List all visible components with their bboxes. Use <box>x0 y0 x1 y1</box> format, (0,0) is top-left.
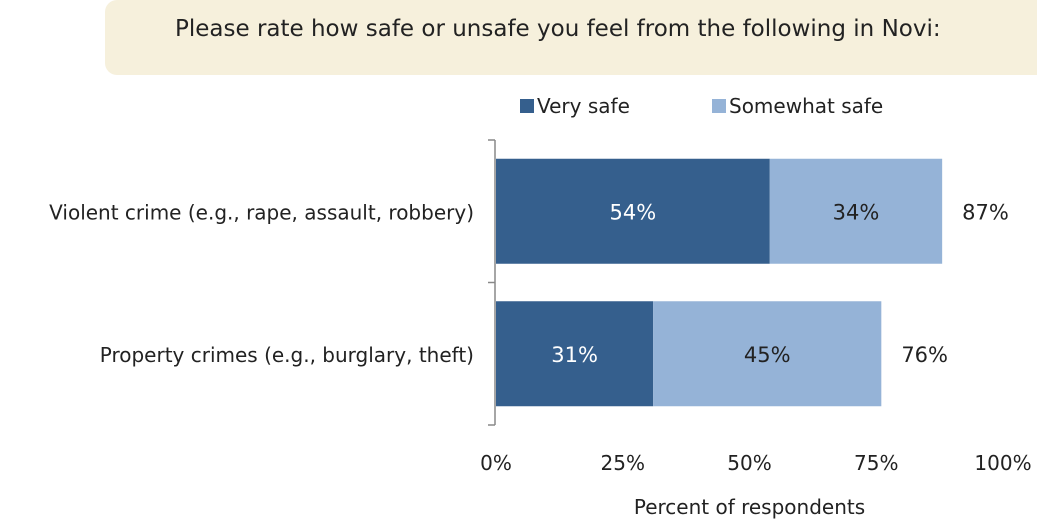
bar-very-safe <box>496 301 654 407</box>
chart-title: Please rate how safe or unsafe you feel … <box>175 16 941 42</box>
legend-swatch <box>712 99 726 113</box>
legend-label: Somewhat safe <box>729 94 883 118</box>
x-tick-label: 100% <box>974 451 1031 475</box>
bar-total-label: 76% <box>901 343 948 367</box>
x-axis-title: Percent of respondents <box>634 495 865 519</box>
category-label: Violent crime (e.g., rape, assault, robb… <box>49 200 474 224</box>
x-tick-label: 75% <box>854 451 898 475</box>
bar-value-label: 45% <box>744 343 791 367</box>
bar-value-label: 54% <box>610 200 657 224</box>
legend-swatch <box>520 99 534 113</box>
bar-somewhat-safe <box>769 158 943 264</box>
category-label: Property crimes (e.g., burglary, theft) <box>100 343 474 367</box>
x-tick-label: 50% <box>727 451 771 475</box>
bar-somewhat-safe <box>653 301 882 407</box>
title-banner <box>105 0 1037 75</box>
bar-very-safe <box>496 158 770 264</box>
x-tick-label: 25% <box>601 451 645 475</box>
legend-label: Very safe <box>537 94 630 118</box>
bar-value-label: 34% <box>833 200 880 224</box>
x-tick-label: 0% <box>480 451 512 475</box>
bar-value-label: 31% <box>551 343 598 367</box>
bar-total-label: 87% <box>962 200 1009 224</box>
